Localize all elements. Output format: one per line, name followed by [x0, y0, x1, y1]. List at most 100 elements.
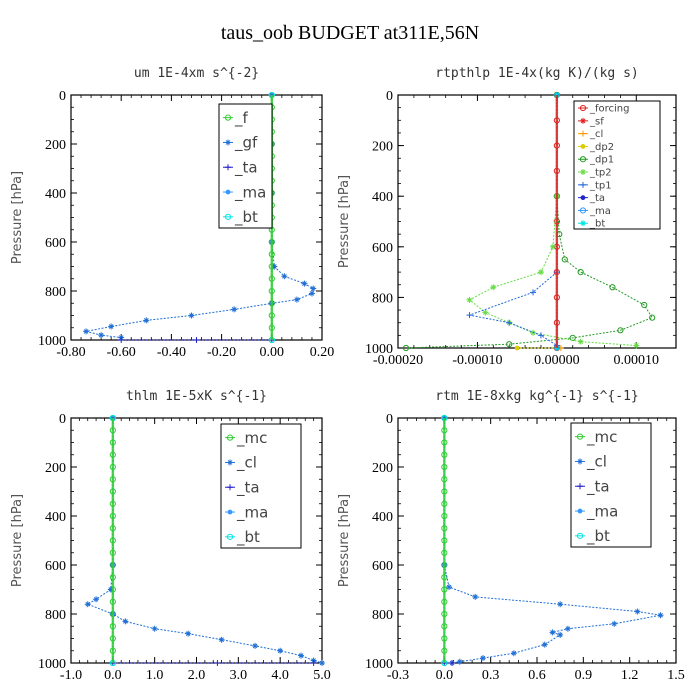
data-point — [510, 650, 517, 657]
data-point — [466, 296, 473, 303]
data-point — [456, 658, 463, 665]
data-point — [530, 289, 537, 296]
legend-label: _ta — [589, 193, 605, 204]
x-tick-label: 0.00010 — [614, 353, 660, 368]
legend-item: _tp2 — [578, 168, 612, 179]
legend-label: _ma — [586, 502, 618, 521]
legend-label: _cl — [236, 454, 257, 473]
data-point — [641, 301, 648, 309]
legend-item: _cl — [225, 454, 257, 473]
legend-item: _mc — [575, 428, 617, 447]
legend-label: _bt — [236, 528, 260, 547]
data-point — [185, 630, 192, 637]
x-tick-label: 0.0 — [436, 668, 454, 683]
legend-label: _dp2 — [589, 142, 614, 153]
x-tick-label: 0.00000 — [534, 353, 580, 368]
y-tick-label: 600 — [45, 559, 66, 574]
y-tick-label: 400 — [45, 510, 66, 525]
legend-label: _forcing — [589, 104, 630, 115]
legend-item: _f — [223, 109, 249, 128]
legend-label: _tp2 — [589, 168, 612, 179]
data-point — [293, 296, 300, 303]
y-tick-label: 0 — [59, 89, 66, 104]
chart-panel-1: um 1E-4xm s^{-2} Pressure [hPa] 0 200 400 600… — [10, 66, 334, 360]
legend-label: _cl — [586, 453, 607, 472]
y-tick-label: 1000 — [38, 334, 66, 349]
data-point — [107, 586, 114, 593]
y-tick-label: 800 — [45, 608, 66, 623]
y-tick-label: 800 — [45, 285, 66, 300]
data-point — [549, 243, 556, 250]
legend-label: _ta — [586, 477, 610, 496]
y-tick-label: 400 — [45, 187, 66, 202]
y-tick-label: 1000 — [365, 657, 393, 672]
data-point — [579, 207, 587, 214]
data-point — [225, 164, 231, 171]
legend-item: _dp1 — [578, 155, 614, 166]
data-point — [611, 620, 618, 627]
data-point — [479, 655, 486, 662]
data-point — [445, 584, 452, 591]
data-point — [577, 269, 584, 276]
data-point — [580, 144, 586, 149]
data-point — [530, 329, 537, 336]
y-axis-label: Pressure [hPa] — [10, 171, 25, 264]
x-tick-label: -0.80 — [56, 345, 85, 360]
data-point — [224, 213, 232, 220]
data-point — [537, 269, 544, 276]
legend-label: _ma — [589, 206, 611, 217]
x-tick-label: -1.0 — [60, 668, 82, 683]
legend-item: _cl — [578, 129, 603, 140]
figure-title: taus_oob BUDGET at311E,56N — [220, 22, 480, 44]
data-point — [277, 647, 284, 654]
data-point — [633, 342, 640, 349]
y-tick-label: 1000 — [38, 657, 66, 672]
y-tick-label: 800 — [372, 608, 393, 623]
x-tick-label: 1.0 — [146, 668, 164, 683]
legend: _mc _cl _ta _ma _bt — [570, 422, 652, 548]
y-tick-label: 400 — [372, 510, 393, 525]
data-point — [188, 312, 195, 319]
data-point — [557, 631, 564, 638]
data-point — [143, 317, 150, 324]
panel-title: rtm 1E-8xkg kg^{-1} s^{-1} — [435, 389, 639, 404]
data-point — [557, 601, 564, 608]
data-point — [83, 328, 90, 335]
panel-title: thlm 1E-5xK s^{-1} — [126, 389, 267, 404]
x-tick-label: 1.5 — [667, 668, 685, 683]
data-point — [298, 652, 305, 659]
legend-item: _forcing — [578, 104, 630, 115]
data-point — [402, 344, 410, 352]
series-line — [467, 271, 558, 346]
legend-item: _bt — [223, 208, 258, 227]
x-tick-label: 0.3 — [482, 668, 500, 683]
data-point — [310, 660, 317, 666]
y-tick-label: 600 — [45, 236, 66, 251]
legend-item: _ta — [578, 193, 605, 204]
y-tick-label: 0 — [386, 89, 393, 104]
panel-title: um 1E-4xm s^{-2} — [134, 66, 259, 81]
x-tick-label: -0.00020 — [373, 353, 423, 368]
data-point — [576, 532, 584, 539]
legend-item: _bt — [575, 527, 610, 546]
x-tick-label: -0.60 — [107, 345, 136, 360]
data-point — [151, 625, 158, 632]
legend-box — [220, 423, 302, 549]
data-point — [308, 290, 315, 297]
data-point — [580, 195, 586, 201]
legend-box — [573, 100, 661, 230]
data-point — [549, 629, 556, 636]
data-point — [579, 104, 587, 112]
data-point — [118, 337, 125, 343]
data-point — [561, 256, 568, 263]
y-tick-label: 600 — [372, 241, 393, 256]
legend-item: _sf — [578, 116, 604, 127]
data-point — [580, 130, 586, 137]
legend-label: _bt — [586, 527, 610, 546]
data-point — [226, 533, 234, 540]
legend-item: _bt — [578, 219, 605, 230]
y-tick-label: 1000 — [365, 342, 393, 357]
x-tick-label: 3.0 — [230, 668, 248, 683]
legend-item: _dp2 — [578, 142, 614, 153]
